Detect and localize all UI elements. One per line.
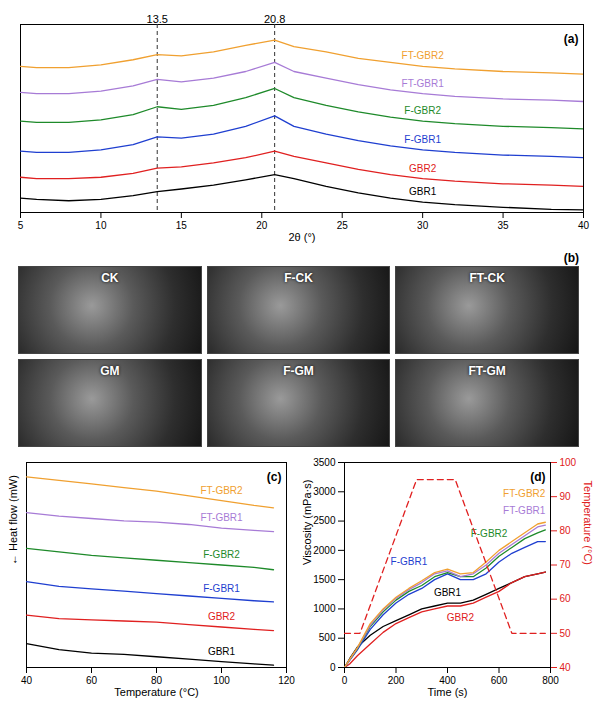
- svg-text:FT-GBR2: FT-GBR2: [503, 488, 546, 499]
- svg-text:30: 30: [417, 220, 429, 231]
- svg-text:5: 5: [18, 220, 24, 231]
- svg-text:600: 600: [491, 675, 508, 686]
- svg-text:500: 500: [319, 632, 336, 643]
- svg-text:GBR2: GBR2: [447, 612, 475, 623]
- html-text:F-GM: F-GM: [283, 364, 314, 378]
- svg-text:F-GBR2: F-GBR2: [203, 549, 240, 560]
- svg-text:Viscosity (mPa·s): Viscosity (mPa·s): [301, 480, 313, 565]
- svg-text:20: 20: [256, 220, 268, 231]
- svg-text:Time (s): Time (s): [428, 686, 468, 698]
- svg-text:40: 40: [560, 662, 572, 673]
- svg-text:40: 40: [21, 675, 33, 686]
- html-text:(b): (b): [563, 251, 579, 265]
- svg-text:GBR1: GBR1: [208, 646, 236, 657]
- svg-text:0: 0: [330, 662, 336, 673]
- html-text:FT-CK: FT-CK: [469, 271, 505, 285]
- svg-text:F-GBR2: F-GBR2: [404, 105, 441, 116]
- svg-text:FT-GBR2: FT-GBR2: [200, 485, 243, 496]
- svg-text:80: 80: [151, 675, 163, 686]
- html-text:GM: GM: [100, 364, 120, 378]
- svg-text:GBR1: GBR1: [409, 186, 437, 197]
- svg-text:400: 400: [439, 675, 456, 686]
- svg-text:800: 800: [542, 675, 559, 686]
- svg-text:(d): (d): [530, 470, 545, 484]
- svg-text:3000: 3000: [313, 486, 336, 497]
- svg-text:80: 80: [560, 525, 572, 536]
- svg-text:40: 40: [578, 220, 590, 231]
- svg-text:GBR1: GBR1: [434, 587, 462, 598]
- svg-text:100: 100: [560, 457, 577, 468]
- svg-text:FT-GBR1: FT-GBR1: [503, 505, 546, 516]
- svg-text:Temperature (°C): Temperature (°C): [582, 481, 594, 565]
- svg-text:10: 10: [95, 220, 107, 231]
- html-text:CK: CK: [101, 271, 119, 285]
- svg-text:F-GBR1: F-GBR1: [203, 583, 240, 594]
- svg-text:200: 200: [388, 675, 405, 686]
- html-text:FT-GM: FT-GM: [468, 364, 506, 378]
- svg-text:70: 70: [560, 559, 572, 570]
- svg-text:FT-GBR2: FT-GBR2: [402, 50, 445, 61]
- svg-text:0: 0: [342, 675, 348, 686]
- svg-text:FT-GBR1: FT-GBR1: [402, 78, 445, 89]
- svg-text:60: 60: [560, 593, 572, 604]
- svg-text:F-GBR1: F-GBR1: [404, 134, 441, 145]
- svg-text:(c): (c): [267, 470, 282, 484]
- svg-text:50: 50: [560, 628, 572, 639]
- svg-text:13.5: 13.5: [147, 13, 168, 25]
- svg-text:90: 90: [560, 491, 572, 502]
- svg-text:FT-GBR1: FT-GBR1: [200, 512, 243, 523]
- svg-text:2θ (°): 2θ (°): [288, 231, 315, 243]
- svg-text:2500: 2500: [313, 515, 336, 526]
- svg-text:20.8: 20.8: [264, 13, 285, 25]
- svg-text:GBR2: GBR2: [409, 163, 437, 174]
- svg-text:2000: 2000: [313, 545, 336, 556]
- svg-text:1500: 1500: [313, 574, 336, 585]
- svg-text:(a): (a): [564, 32, 579, 46]
- svg-text:120: 120: [278, 675, 295, 686]
- svg-text:100: 100: [213, 675, 230, 686]
- svg-text:60: 60: [86, 675, 98, 686]
- svg-text:← Heat flow (mW): ← Heat flow (mW): [7, 475, 19, 565]
- svg-text:F-GBR2: F-GBR2: [470, 528, 508, 540]
- svg-text:GBR2: GBR2: [208, 611, 236, 622]
- svg-text:3500: 3500: [313, 457, 336, 468]
- svg-text:Temperature (°C): Temperature (°C): [114, 686, 198, 698]
- svg-text:F-GBR1: F-GBR1: [391, 556, 428, 567]
- html-text:F-CK: F-CK: [284, 271, 313, 285]
- svg-text:25: 25: [337, 220, 349, 231]
- svg-text:1000: 1000: [313, 603, 336, 614]
- svg-text:35: 35: [498, 220, 510, 231]
- svg-text:15: 15: [176, 220, 188, 231]
